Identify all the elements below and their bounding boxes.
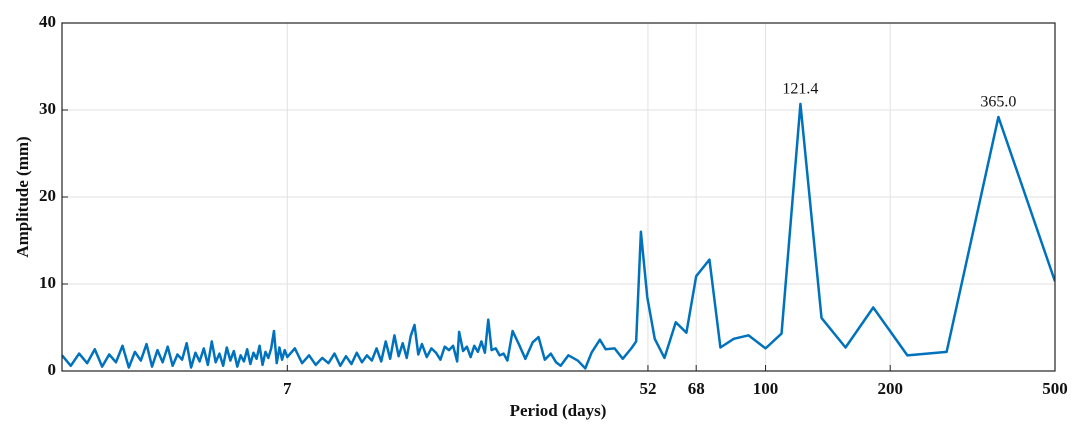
x-tick-label: 52 [639, 379, 656, 398]
x-tick-label: 100 [753, 379, 779, 398]
x-tick-label: 68 [688, 379, 705, 398]
y-tick-label: 0 [48, 360, 57, 379]
annotation: 121.4 [782, 81, 818, 98]
y-tick-label: 30 [39, 99, 56, 118]
x-tick-label: 200 [877, 379, 903, 398]
x-tick-label: 500 [1042, 379, 1068, 398]
data-line [62, 102, 1055, 370]
x-tick-label: 7 [283, 379, 292, 398]
annotation: 365.0 [980, 94, 1016, 111]
x-axis-label: Period (days) [510, 401, 607, 420]
y-tick-label: 10 [39, 273, 56, 292]
y-axis-label: Amplitude (mm) [13, 136, 32, 257]
y-tick-label: 20 [39, 186, 56, 205]
y-tick-label: 40 [39, 12, 56, 31]
